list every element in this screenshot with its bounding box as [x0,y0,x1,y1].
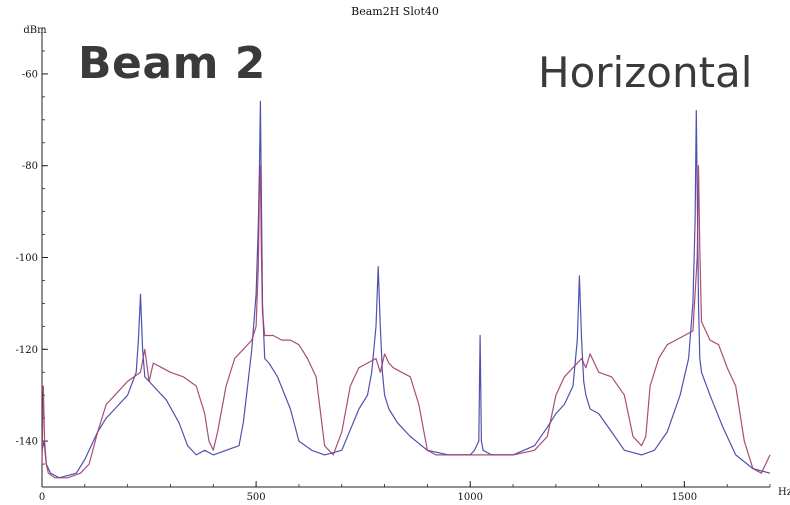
x-tick-label: 0 [39,492,45,503]
series-line-blue [41,100,771,479]
x-tick-label: 1000 [458,492,483,503]
x-axis-label: Hz [778,487,790,498]
y-axis-label: dBm [23,25,47,36]
plane-annotation: Horizontal [538,48,753,97]
y-tick-label: -100 [16,253,38,264]
x-tick-label: 500 [247,492,266,503]
beam-annotation: Beam 2 [78,38,266,89]
y-tick-label: -80 [22,161,38,172]
y-tick-label: -120 [16,345,38,356]
y-tick-label: -140 [16,437,38,448]
x-tick-label: 1500 [672,492,697,503]
series-layer [41,100,771,479]
axes: 0 500 1000 1500 -140 -120 -100 -80 -60 [16,27,771,503]
chart-title: Beam2H Slot40 [351,5,439,18]
y-tick-label: -60 [22,69,38,80]
series-line-red [41,165,771,479]
